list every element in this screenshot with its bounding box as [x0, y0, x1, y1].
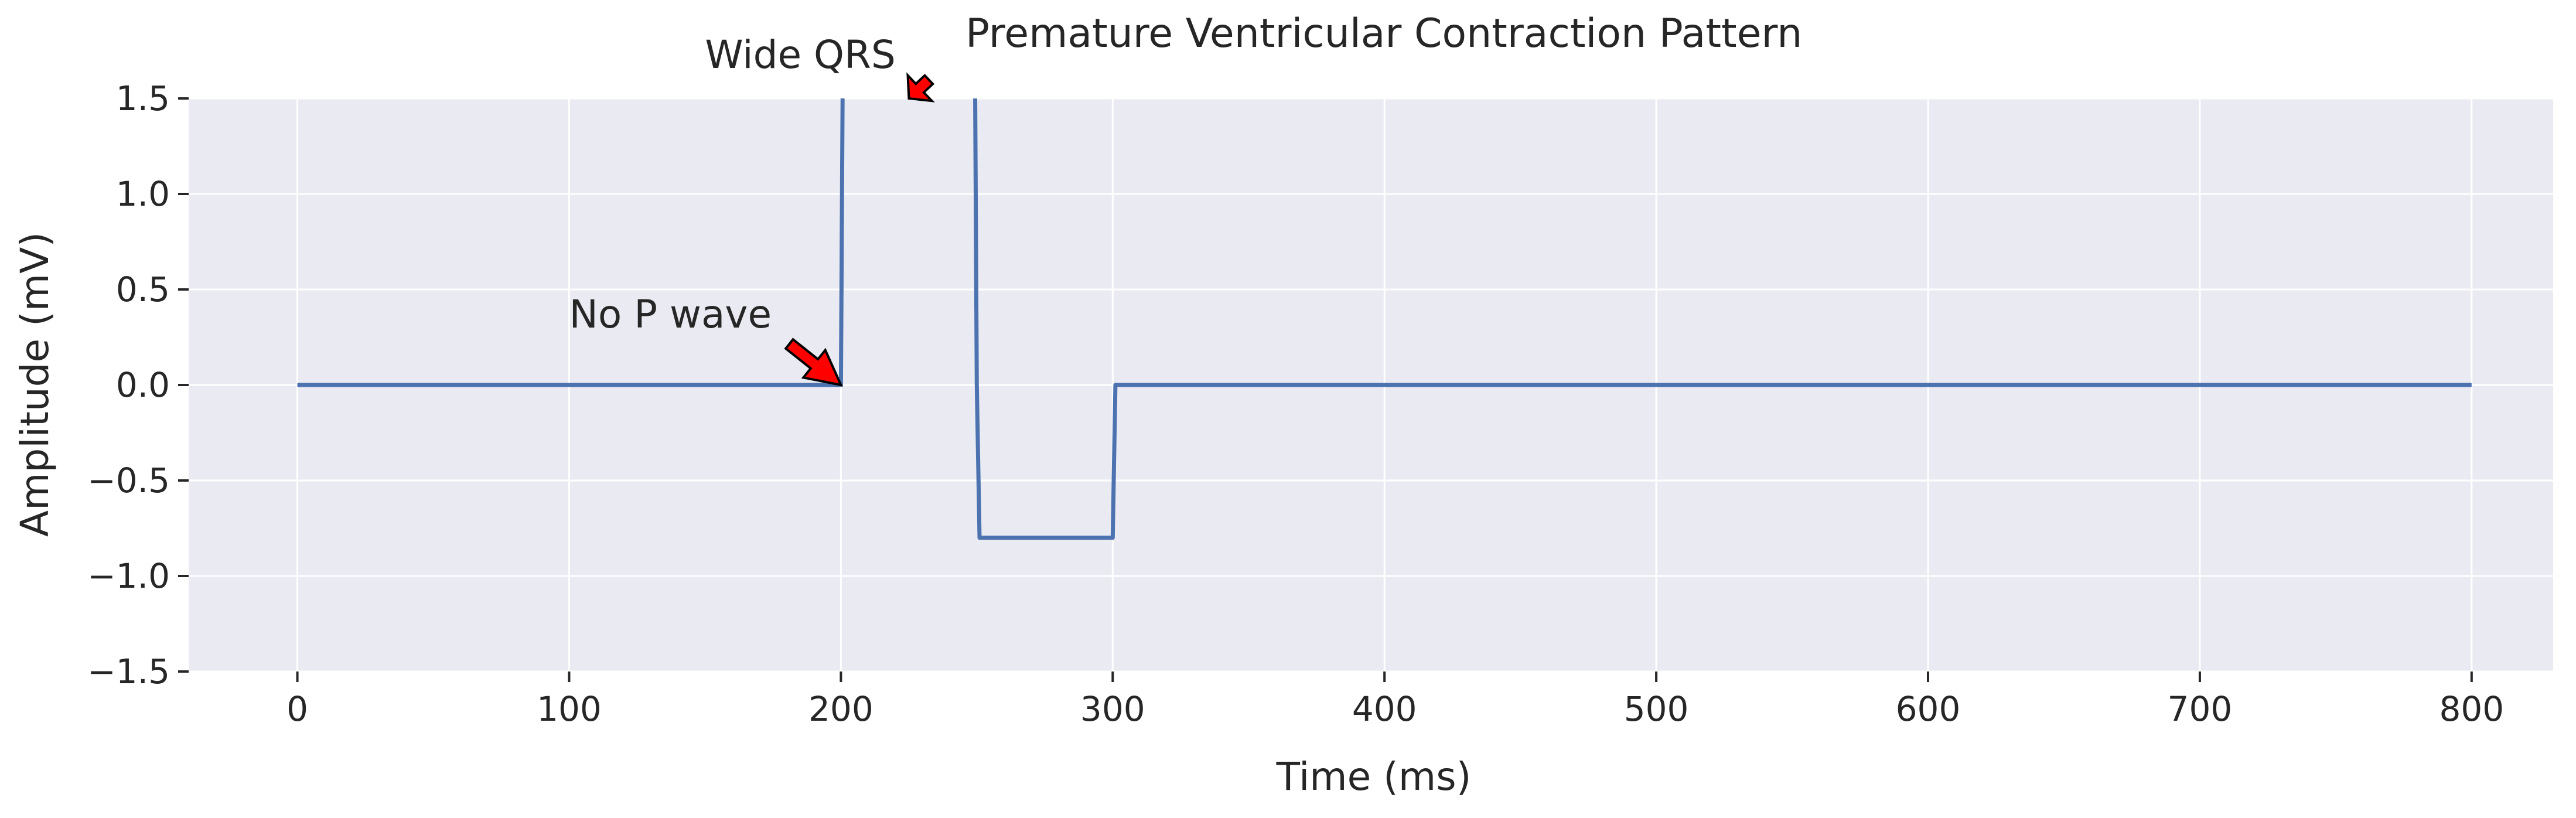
annotation-label: Wide QRS — [705, 32, 895, 77]
annotation-label: No P wave — [569, 292, 772, 337]
annotations: No P wave Wide QRS — [569, 32, 935, 387]
y-tick-label: 0.0 — [116, 365, 170, 405]
x-tick-label: 100 — [537, 689, 602, 729]
x-axis-label: Time (ms) — [1276, 754, 1472, 799]
chart-title: Premature Ventricular Contraction Patter… — [965, 11, 1802, 57]
annotation-arrow — [906, 72, 935, 103]
x-tick-label: 500 — [1624, 689, 1689, 729]
x-tick-label: 800 — [2439, 689, 2504, 729]
y-tick-label: 1.5 — [116, 79, 170, 118]
x-tick-label: 200 — [808, 689, 874, 729]
x-tick-label: 0 — [286, 689, 308, 729]
x-axis: 0 100 200 300 400 500 600 700 800 — [286, 672, 2504, 729]
ecg-series-line — [297, 98, 2472, 540]
y-tick-label: −1.0 — [87, 556, 170, 596]
y-axis-label: Amplitude (mV) — [12, 232, 57, 537]
y-tick-label: −0.5 — [87, 461, 170, 500]
x-tick-label: 700 — [2168, 689, 2233, 729]
y-axis: 1.5 1.0 0.5 0.0 −0.5 −1.0 −1.5 — [87, 79, 189, 691]
y-tick-label: 1.0 — [116, 174, 170, 214]
x-tick-label: 300 — [1080, 689, 1145, 729]
series-group — [297, 98, 2472, 540]
y-tick-label: −1.5 — [87, 652, 170, 691]
annotation-arrow — [784, 338, 843, 387]
x-tick-label: 400 — [1352, 689, 1417, 729]
y-tick-label: 0.5 — [116, 270, 170, 309]
x-tick-label: 600 — [1896, 689, 1961, 729]
